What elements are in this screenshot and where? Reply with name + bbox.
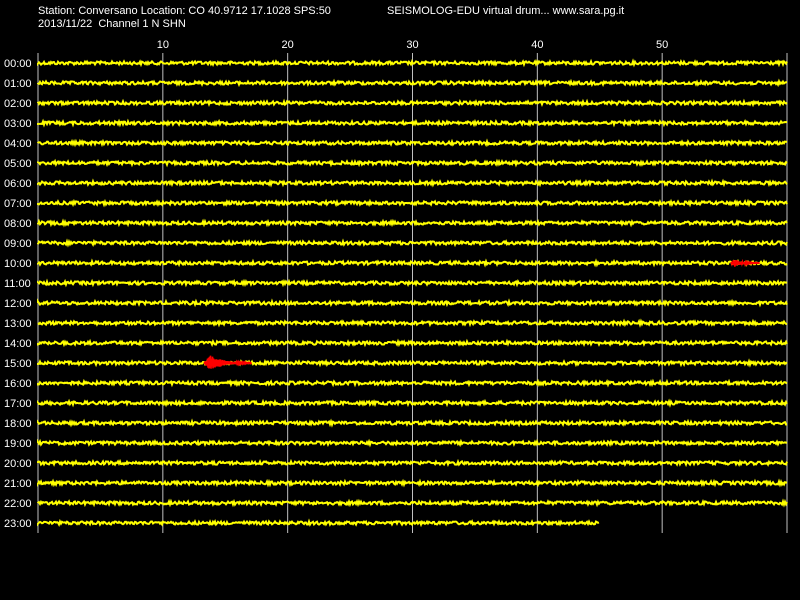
trace-0900: [37, 238, 788, 248]
trace-1900: [37, 438, 788, 448]
trace-1700: [37, 398, 788, 408]
row-label-0400: 04:00: [4, 138, 32, 150]
trace-1400: [37, 338, 788, 348]
trace-2200: [37, 498, 788, 508]
row-label-0900: 09:00: [4, 238, 32, 250]
trace-0600: [37, 178, 788, 188]
row-label-0000: 00:00: [4, 58, 32, 70]
row-label-1500: 15:00: [4, 358, 32, 370]
row-label-1000: 10:00: [4, 258, 32, 270]
trace-0300: [37, 118, 788, 128]
row-label-0700: 07:00: [4, 198, 32, 210]
trace-0700: [37, 198, 788, 208]
drum-title: SEISMOLOG-EDU virtual drum... www.sara.p…: [387, 5, 625, 17]
row-label-1200: 12:00: [4, 298, 32, 310]
row-label-0200: 02:00: [4, 98, 32, 110]
row-label-2100: 21:00: [4, 478, 32, 490]
row-label-0500: 05:00: [4, 158, 32, 170]
trace-1500: [37, 358, 788, 368]
row-label-1300: 13:00: [4, 318, 32, 330]
date-channel-info: 2013/11/22 Channel 1 N SHN: [38, 18, 186, 30]
trace-1800: [37, 418, 788, 428]
row-label-1800: 18:00: [4, 418, 32, 430]
trace-2300: [37, 518, 600, 528]
x-tick-label: 30: [406, 39, 418, 51]
trace-0000: [37, 58, 788, 68]
trace-0800: [37, 218, 788, 228]
trace-1000: [37, 258, 788, 268]
trace-0100: [37, 78, 788, 88]
x-tick-label: 20: [282, 39, 294, 51]
trace-1600: [37, 378, 788, 388]
row-label-2200: 22:00: [4, 498, 32, 510]
row-label-2000: 20:00: [4, 458, 32, 470]
row-label-0800: 08:00: [4, 218, 32, 230]
trace-0500: [37, 158, 788, 168]
row-label-1700: 17:00: [4, 398, 32, 410]
row-label-1900: 19:00: [4, 438, 32, 450]
row-label-1400: 14:00: [4, 338, 32, 350]
row-label-0600: 06:00: [4, 178, 32, 190]
x-tick-label: 50: [656, 39, 668, 51]
row-label-1100: 11:00: [4, 278, 31, 290]
row-label-0300: 03:00: [4, 118, 32, 130]
trace-2100: [37, 478, 788, 488]
x-tick-label: 10: [157, 39, 169, 51]
trace-1100: [37, 278, 788, 288]
trace-1300: [37, 318, 788, 328]
trace-0400: [37, 138, 788, 148]
row-label-2300: 23:00: [4, 518, 32, 530]
station-info: Station: Conversano Location: CO 40.9712…: [38, 5, 331, 17]
x-tick-label: 40: [531, 39, 543, 51]
row-label-0100: 01:00: [4, 78, 32, 90]
row-label-1600: 16:00: [4, 378, 32, 390]
trace-2000: [37, 458, 788, 468]
trace-0200: [37, 98, 788, 108]
trace-1200: [37, 298, 788, 308]
